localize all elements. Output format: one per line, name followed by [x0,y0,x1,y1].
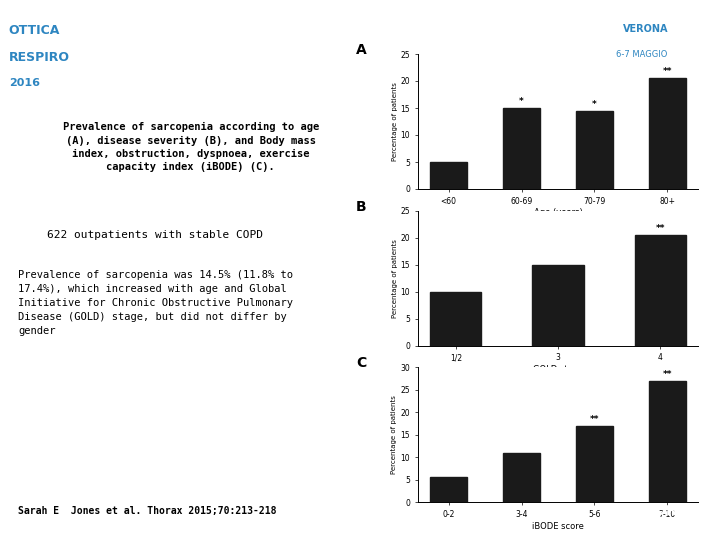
Y-axis label: Percentage of patients: Percentage of patients [392,395,397,474]
Bar [503,453,540,502]
Bar [533,265,583,346]
X-axis label: GOLD stage: GOLD stage [533,365,583,374]
Text: *: * [519,97,524,106]
Text: **: ** [662,370,672,379]
Bar [431,292,482,346]
Text: Prevalence of sarcopenia according to age
(A), disease severity (B), and Body ma: Prevalence of sarcopenia according to ag… [63,122,319,172]
Bar [576,111,613,189]
Text: 622 outpatients with stable COPD: 622 outpatients with stable COPD [47,230,263,240]
Text: OTTICA: OTTICA [9,24,60,37]
Bar [634,235,685,346]
Text: 6-7 MAGGIO: 6-7 MAGGIO [616,50,667,59]
Bar [431,477,467,502]
Bar [576,426,613,502]
Text: **: ** [655,224,665,233]
Bar [431,162,467,189]
Text: Sarah E  Jones et al. Thorax 2015;70:213-218: Sarah E Jones et al. Thorax 2015;70:213-… [18,505,276,516]
Text: *: * [592,99,597,109]
Text: C: C [356,356,366,370]
Bar [503,108,540,189]
Text: A: A [356,43,366,57]
Text: THORAX: THORAX [634,504,699,517]
X-axis label: Age (years): Age (years) [534,208,582,218]
Text: **: ** [590,415,599,424]
Bar [649,381,685,502]
Text: RESPIRO: RESPIRO [9,51,70,64]
Y-axis label: Percentage of patients: Percentage of patients [392,82,397,161]
Text: VERONA: VERONA [623,24,668,35]
Text: Prevalence of sarcopenia was 14.5% (11.8% to
17.4%), which increased with age an: Prevalence of sarcopenia was 14.5% (11.8… [18,270,293,336]
Text: B: B [356,200,366,214]
Text: 2016: 2016 [9,78,40,89]
Y-axis label: Percentage of patients: Percentage of patients [392,239,397,318]
Text: **: ** [662,67,672,76]
X-axis label: iBODE score: iBODE score [532,522,584,531]
Bar [649,78,685,189]
